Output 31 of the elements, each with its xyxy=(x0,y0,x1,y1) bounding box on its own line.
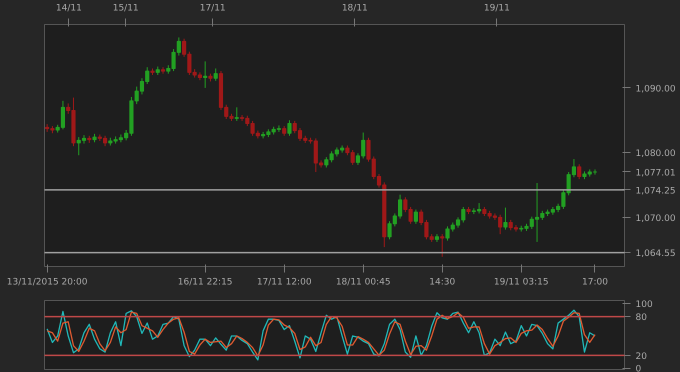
text: 18/11 xyxy=(342,4,368,14)
candlestick xyxy=(503,207,508,230)
x-tick-label: 14:30 xyxy=(429,278,456,288)
candlestick xyxy=(287,120,292,136)
ref-line-label: 1,064.55 xyxy=(636,249,676,260)
candlestick xyxy=(282,126,286,136)
candlestick xyxy=(440,234,444,258)
text: 17/11 xyxy=(200,4,226,14)
y-tick-label: 80 xyxy=(636,313,648,324)
y-tick-label: 1,080.00 xyxy=(636,149,676,160)
candlestick xyxy=(414,209,418,224)
y-tick-label: 20 xyxy=(636,352,648,362)
text: 19/11 xyxy=(484,4,510,14)
y-tick-label: 0 xyxy=(636,364,642,372)
x-tick-label: 17:00 xyxy=(582,278,608,288)
candlestick xyxy=(203,60,208,88)
y-tick-label: 1,090.00 xyxy=(636,84,676,94)
text: 15/11 xyxy=(112,4,139,14)
y-tick-label: 100 xyxy=(636,300,653,310)
text: 14/11 xyxy=(56,4,82,14)
candlestick xyxy=(214,68,218,82)
ref-line-label: 1,074.25 xyxy=(636,186,676,196)
candlestick xyxy=(234,106,239,122)
y-tick-label: 1,070.00 xyxy=(636,214,676,224)
x-tick-label: 19/11 03:15 xyxy=(494,278,549,288)
x-tick-label: 18/11 00:45 xyxy=(336,278,391,288)
x-tick-label: 13/11/2015 20:00 xyxy=(6,278,88,288)
candlestick xyxy=(577,164,582,180)
x-tick-label: 16/11 22:15 xyxy=(178,278,233,288)
y-tick-label: 1,077.01 xyxy=(636,168,676,178)
x-tick-label: 17/11 12:00 xyxy=(256,278,312,288)
